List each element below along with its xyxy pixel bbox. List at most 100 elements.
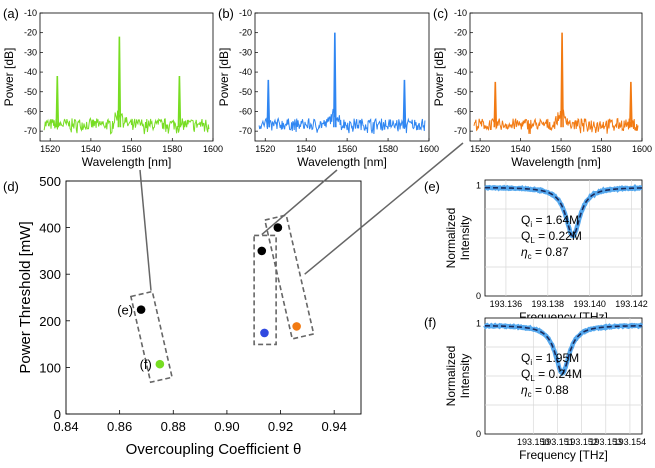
spectrum_b-noise-trace xyxy=(258,107,426,135)
resonance_f-fit-trace xyxy=(485,324,642,374)
spectrum_b-xtick-label: 1540 xyxy=(296,144,316,154)
spectrum_a-noise-trace xyxy=(43,110,210,135)
resonance_e-ann-value: = 1.64M xyxy=(532,213,579,227)
spectrum_a-xtick-label: 1540 xyxy=(81,144,101,154)
d-point-label-0: (e) xyxy=(117,303,133,318)
spectrum_a-xtick-label: 1520 xyxy=(40,144,60,154)
resonance_f-ann-symbol: η xyxy=(521,383,528,397)
spectrum_c-xtick-label: 1520 xyxy=(470,144,490,154)
resonance_f-ylabel-line: Normalized xyxy=(444,346,458,407)
spectrum_c-ytick-label: -60 xyxy=(454,106,467,116)
panel-label-d: (d) xyxy=(3,179,19,194)
spectrum_b-ytick-label: -20 xyxy=(239,28,252,38)
resonance_e-ann-symbol: Q xyxy=(521,213,530,227)
resonance_f-xlabel: Frequency [THz] xyxy=(519,448,608,462)
spectrum_c-ytick-label: -40 xyxy=(454,67,467,77)
resonance_f-ann-value: = 0.24M xyxy=(535,367,582,381)
d-xtick-label: 0.92 xyxy=(268,419,293,434)
d-point-1 xyxy=(155,359,165,369)
resonance_e-ann-sub: i xyxy=(530,220,532,229)
resonance_e-annotation-2: ηc = 0.87 xyxy=(521,245,569,261)
resonance_e-ann-sub: L xyxy=(530,236,535,245)
spectrum_a-peak-1 xyxy=(117,36,122,128)
d-frame xyxy=(65,180,362,415)
d-group-box-af xyxy=(129,290,174,384)
spectrum_a-xtick-label: 1580 xyxy=(162,144,182,154)
spectrum_c-ytick-label: -70 xyxy=(454,126,467,136)
spectrum_c-ylabel: Power [dB] xyxy=(432,48,446,107)
d-point-3 xyxy=(260,328,269,338)
spectrum_a-xtick-label: 1560 xyxy=(122,144,142,154)
panel-label-c: (c) xyxy=(433,6,448,21)
resonance_e-ylabel-line: Normalized xyxy=(444,208,458,269)
spectrum_c-ytick-label: -30 xyxy=(454,47,467,57)
resonance_f-ylabel: NormalizedIntensity xyxy=(444,346,472,407)
resonance_e-xtick-label: 193.138 xyxy=(532,299,565,309)
d-ytick-label: 0 xyxy=(54,407,61,422)
spectrum_b-ytick-label: -30 xyxy=(239,47,252,57)
spectrum_c-ytick-label: -50 xyxy=(454,87,467,97)
resonance_e-ann-sub: c xyxy=(528,252,532,261)
d-xtick-label: 0.86 xyxy=(107,419,132,434)
spectrum_a-ytick-label: -60 xyxy=(24,106,37,116)
resonance_f-annotation-1: QL = 0.24M xyxy=(521,367,582,383)
spectrum_a-xtick-label: 1600 xyxy=(203,144,223,154)
spectrum_c-ytick-label: -10 xyxy=(454,8,467,18)
d-xtick-label: 0.88 xyxy=(161,419,186,434)
resonance_f-annotation-2: ηc = 0.88 xyxy=(521,383,569,399)
resonance_f-ylabel-line: Intensity xyxy=(458,354,472,399)
spectrum_a-ytick-label: -70 xyxy=(24,126,37,136)
resonance_e-ann-value: = 0.87 xyxy=(532,245,569,259)
spectrum_b-xtick-label: 1580 xyxy=(378,144,398,154)
d-point-label-1: (f) xyxy=(140,357,152,372)
spectrum_b-xtick-label: 1560 xyxy=(337,144,357,154)
resonance_e-xtick-label: 193.136 xyxy=(490,299,523,309)
spectrum_b-frame xyxy=(254,12,430,142)
resonance_f-xtick-label: 193.151 xyxy=(541,437,574,447)
resonance_f-ann-symbol: Q xyxy=(521,351,530,365)
d-point-2 xyxy=(257,246,267,256)
d-xlabel: Overcoupling Coefficient θ xyxy=(126,441,302,458)
d-point-0 xyxy=(136,305,146,314)
spectrum_a-xlabel: Wavelength [nm] xyxy=(82,155,172,169)
spectrum_b-ytick-label: -60 xyxy=(239,106,252,116)
d-ylabel: Power Threshold [mW] xyxy=(17,221,34,373)
resonance_e-ytick-label: 1 xyxy=(476,181,481,191)
spectrum_b-ytick-label: -70 xyxy=(239,126,252,136)
spectrum_a-ytick-label: -20 xyxy=(24,28,37,38)
spectrum_c-xtick-label: 1560 xyxy=(551,144,571,154)
d-xtick-label: 0.84 xyxy=(53,419,78,434)
d-group-box-c xyxy=(263,214,315,340)
spectrum_c-xtick-label: 1580 xyxy=(592,144,612,154)
resonance_e-annotation-1: QL = 0.22M xyxy=(521,229,582,245)
d-ytick-label: 400 xyxy=(39,221,61,236)
spectrum_c-xlabel: Wavelength [nm] xyxy=(511,155,601,169)
resonance_e-ylabel: NormalizedIntensity xyxy=(444,208,472,269)
resonance_f-ann-sub: L xyxy=(530,374,535,383)
d-ytick-label: 100 xyxy=(39,360,61,375)
spectrum_b-xtick-label: 1600 xyxy=(419,144,439,154)
d-ytick-label: 300 xyxy=(39,267,61,282)
connector-b xyxy=(261,169,338,236)
resonance_e-ann-symbol: Q xyxy=(521,229,530,243)
d-ytick-label: 500 xyxy=(39,174,61,189)
spectrum_b-ytick-label: -40 xyxy=(239,67,252,77)
spectrum_a-ytick-label: -30 xyxy=(24,47,37,57)
d-point-4 xyxy=(273,223,283,232)
spectrum_b-peak-0 xyxy=(266,79,271,128)
resonance_f-xtick-label: 193.150 xyxy=(517,437,550,447)
panel-label-f: (f) xyxy=(424,315,436,330)
spectrum_a-ytick-label: -50 xyxy=(24,87,37,97)
spectrum_b-xlabel: Wavelength [nm] xyxy=(297,155,387,169)
panel-label-a: (a) xyxy=(3,6,19,21)
connector-lines xyxy=(139,142,464,291)
spectrum_c-peak-2 xyxy=(629,81,633,128)
resonance_e-xtick-label: 193.140 xyxy=(573,299,606,309)
resonance_f-ytick-label: 0 xyxy=(476,429,481,439)
resonance_f-ann-sub: c xyxy=(528,390,532,399)
